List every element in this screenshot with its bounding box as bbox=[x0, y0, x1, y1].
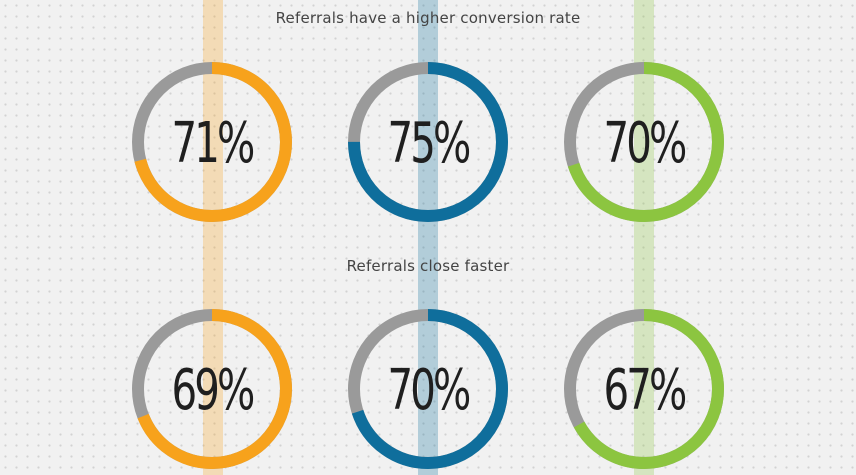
donut-conversion-green: 70% bbox=[564, 62, 724, 222]
donut-value-arc bbox=[564, 62, 724, 222]
donut-percent-label: 70% bbox=[388, 357, 470, 422]
donut-value-arc bbox=[132, 309, 292, 469]
donut-conversion-orange: 71% bbox=[132, 62, 292, 222]
close-faster-title: Referrals close faster bbox=[346, 257, 510, 275]
blue-column-stripe bbox=[418, 0, 438, 475]
donut-close-faster-orange: 69% bbox=[132, 309, 292, 469]
donut-percent-label: 69% bbox=[172, 357, 254, 422]
green-column-stripe bbox=[634, 0, 654, 475]
orange-column-stripe bbox=[203, 0, 223, 475]
donut-percent-label: 75% bbox=[388, 110, 470, 175]
conversion-rate-title: Referrals have a higher conversion rate bbox=[275, 9, 581, 27]
donut-percent-label: 67% bbox=[604, 357, 686, 422]
donut-conversion-blue: 75% bbox=[348, 62, 508, 222]
donut-value-arc bbox=[348, 62, 508, 222]
donut-close-faster-blue: 70% bbox=[348, 309, 508, 469]
donut-value-arc bbox=[564, 309, 724, 469]
donut-percent-label: 71% bbox=[172, 110, 254, 175]
donut-value-arc bbox=[348, 309, 508, 469]
donut-value-arc bbox=[132, 62, 292, 222]
donut-close-faster-green: 67% bbox=[564, 309, 724, 469]
donut-percent-label: 70% bbox=[604, 110, 686, 175]
